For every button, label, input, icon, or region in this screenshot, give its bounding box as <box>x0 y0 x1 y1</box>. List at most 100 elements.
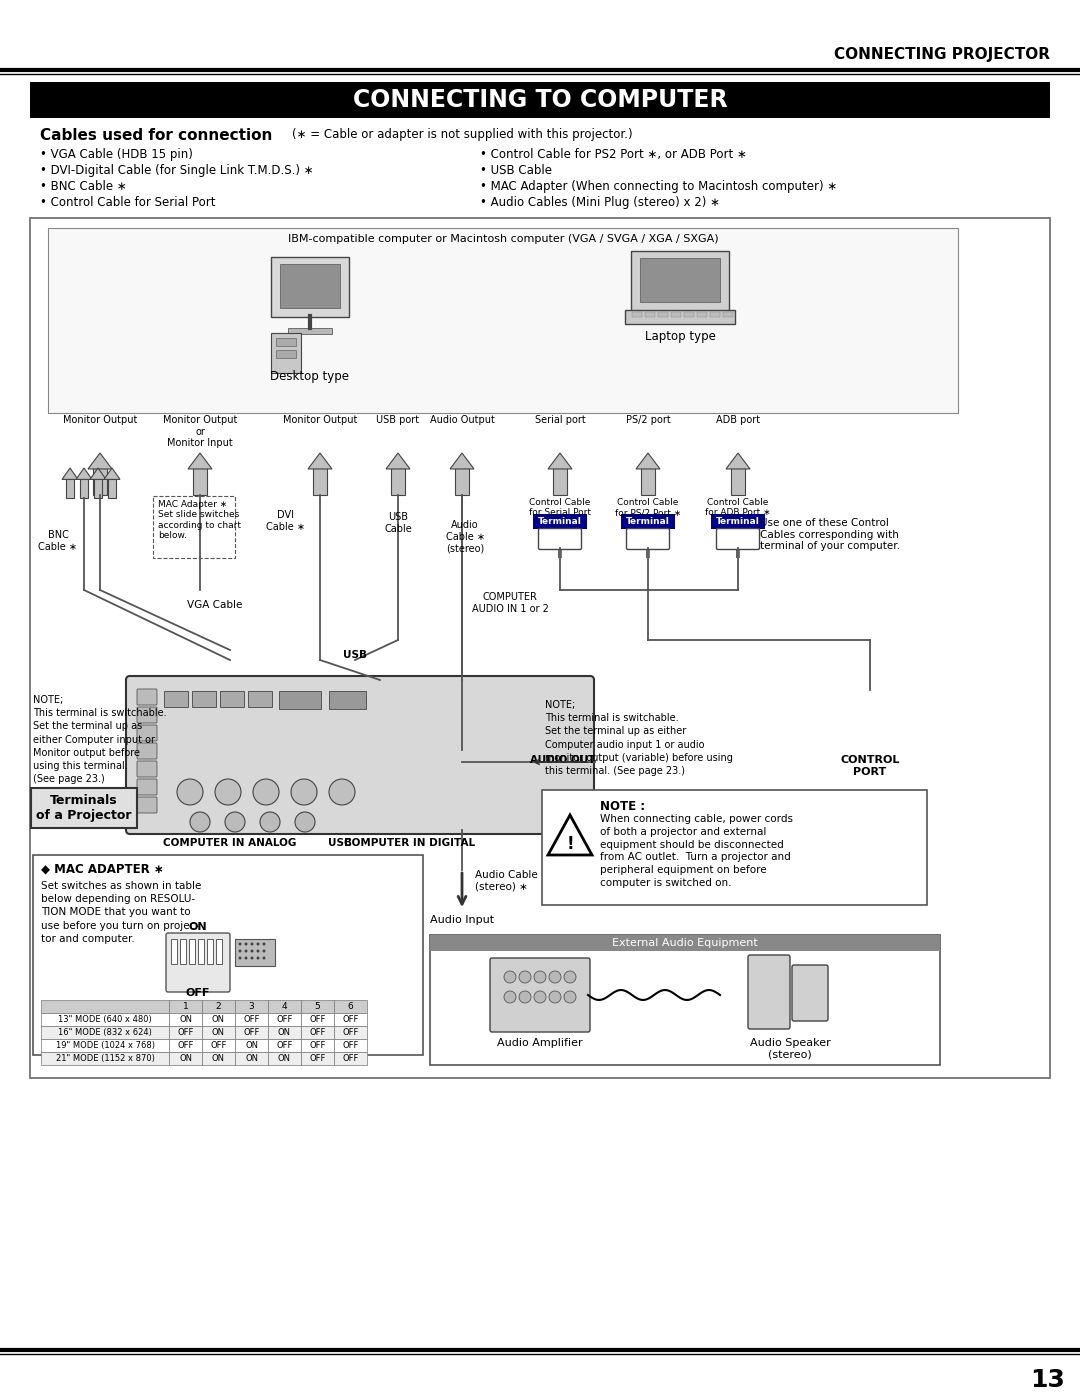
Circle shape <box>262 943 266 946</box>
Text: 13" MODE (640 x 480): 13" MODE (640 x 480) <box>58 1016 152 1024</box>
FancyBboxPatch shape <box>631 251 729 312</box>
Text: VGA Cable: VGA Cable <box>187 599 243 610</box>
FancyBboxPatch shape <box>137 743 157 759</box>
Text: OFF: OFF <box>276 1016 293 1024</box>
FancyBboxPatch shape <box>207 939 213 964</box>
FancyBboxPatch shape <box>671 312 681 317</box>
Text: ADB port: ADB port <box>716 415 760 425</box>
Text: 4: 4 <box>282 1002 287 1011</box>
Text: Terminal: Terminal <box>538 517 582 527</box>
Text: OFF: OFF <box>309 1016 326 1024</box>
FancyBboxPatch shape <box>276 338 296 346</box>
FancyBboxPatch shape <box>642 468 654 495</box>
FancyBboxPatch shape <box>202 1039 235 1052</box>
FancyBboxPatch shape <box>137 707 157 724</box>
FancyBboxPatch shape <box>235 1013 268 1025</box>
Text: Use one of these Control
Cables corresponding with
terminal of your computer.: Use one of these Control Cables correspo… <box>760 518 900 552</box>
Text: OFF: OFF <box>342 1041 359 1051</box>
FancyBboxPatch shape <box>456 468 469 495</box>
Circle shape <box>260 812 280 833</box>
Text: MAC Adapter ∗
Set slide switches
according to chart
below.: MAC Adapter ∗ Set slide switches accordi… <box>158 500 241 541</box>
Text: • Audio Cables (Mini Plug (stereo) x 2) ∗: • Audio Cables (Mini Plug (stereo) x 2) … <box>480 196 720 210</box>
FancyBboxPatch shape <box>168 1052 202 1065</box>
Text: OFF: OFF <box>186 988 211 997</box>
Text: • VGA Cable (HDB 15 pin): • VGA Cable (HDB 15 pin) <box>40 148 193 161</box>
FancyBboxPatch shape <box>268 1000 301 1013</box>
FancyBboxPatch shape <box>553 468 567 495</box>
Text: 13: 13 <box>1030 1368 1066 1391</box>
FancyBboxPatch shape <box>220 692 244 707</box>
Text: Serial port: Serial port <box>535 415 585 425</box>
FancyBboxPatch shape <box>48 228 958 414</box>
FancyBboxPatch shape <box>329 692 366 710</box>
FancyBboxPatch shape <box>30 82 1050 117</box>
Circle shape <box>519 990 531 1003</box>
FancyBboxPatch shape <box>41 1052 168 1065</box>
FancyBboxPatch shape <box>301 1052 334 1065</box>
FancyBboxPatch shape <box>748 956 789 1030</box>
Text: (∗ = Cable or adapter is not supplied with this projector.): (∗ = Cable or adapter is not supplied wi… <box>292 129 633 141</box>
Text: ON: ON <box>189 922 207 932</box>
Text: Audio Speaker
(stereo): Audio Speaker (stereo) <box>750 1038 831 1059</box>
FancyBboxPatch shape <box>235 1000 268 1013</box>
FancyBboxPatch shape <box>711 514 765 529</box>
Text: ON: ON <box>212 1053 225 1063</box>
Text: OFF: OFF <box>243 1028 259 1037</box>
FancyBboxPatch shape <box>192 692 216 707</box>
FancyBboxPatch shape <box>93 468 107 495</box>
FancyBboxPatch shape <box>279 692 321 710</box>
Text: USB port: USB port <box>377 415 419 425</box>
Text: Control Cable
for PS/2 Port ∗: Control Cable for PS/2 Port ∗ <box>615 497 681 517</box>
Text: When connecting cable, power cords
of both a projector and external
equipment sh: When connecting cable, power cords of bo… <box>600 814 793 888</box>
FancyBboxPatch shape <box>288 328 332 334</box>
Text: OFF: OFF <box>177 1028 193 1037</box>
FancyBboxPatch shape <box>198 939 204 964</box>
Text: Cables used for connection: Cables used for connection <box>40 129 272 142</box>
Text: Terminal: Terminal <box>716 517 760 527</box>
Polygon shape <box>87 453 112 469</box>
Text: ON: ON <box>245 1041 258 1051</box>
Text: • DVI-Digital Cable (for Single Link T.M.D.S.) ∗: • DVI-Digital Cable (for Single Link T.M… <box>40 163 313 177</box>
FancyBboxPatch shape <box>164 692 188 707</box>
Text: Audio
Cable ∗
(stereo): Audio Cable ∗ (stereo) <box>446 520 485 553</box>
FancyBboxPatch shape <box>430 935 940 951</box>
Circle shape <box>257 950 259 953</box>
Circle shape <box>329 780 355 805</box>
Text: Audio Amplifier: Audio Amplifier <box>497 1038 583 1048</box>
FancyBboxPatch shape <box>80 479 89 497</box>
Circle shape <box>244 950 247 953</box>
FancyBboxPatch shape <box>731 468 744 495</box>
Polygon shape <box>386 453 410 469</box>
Text: ON: ON <box>278 1028 291 1037</box>
Text: • USB Cable: • USB Cable <box>480 163 552 177</box>
FancyBboxPatch shape <box>235 1039 268 1052</box>
Text: 19" MODE (1024 x 768): 19" MODE (1024 x 768) <box>55 1041 154 1051</box>
Circle shape <box>564 971 576 983</box>
Text: CONTROL
PORT: CONTROL PORT <box>840 754 900 777</box>
Text: 21" MODE (1152 x 870): 21" MODE (1152 x 870) <box>55 1053 154 1063</box>
FancyBboxPatch shape <box>658 312 669 317</box>
FancyBboxPatch shape <box>66 479 75 497</box>
FancyBboxPatch shape <box>137 689 157 705</box>
Circle shape <box>549 971 561 983</box>
FancyBboxPatch shape <box>430 935 940 1065</box>
Text: ON: ON <box>278 1053 291 1063</box>
Circle shape <box>251 957 254 960</box>
FancyBboxPatch shape <box>202 1013 235 1025</box>
FancyBboxPatch shape <box>697 312 707 317</box>
FancyBboxPatch shape <box>621 514 675 529</box>
FancyBboxPatch shape <box>168 1013 202 1025</box>
FancyBboxPatch shape <box>625 310 735 324</box>
Text: USB
Cable: USB Cable <box>384 511 411 534</box>
Text: External Audio Equipment: External Audio Equipment <box>612 937 758 949</box>
FancyBboxPatch shape <box>268 1039 301 1052</box>
Circle shape <box>262 957 266 960</box>
Circle shape <box>564 990 576 1003</box>
FancyBboxPatch shape <box>490 958 590 1032</box>
Text: 5: 5 <box>314 1002 321 1011</box>
Text: OFF: OFF <box>342 1028 359 1037</box>
Text: Desktop type: Desktop type <box>270 370 350 383</box>
Text: • MAC Adapter (When connecting to Macintosh computer) ∗: • MAC Adapter (When connecting to Macint… <box>480 180 837 193</box>
FancyBboxPatch shape <box>334 1052 367 1065</box>
Text: !: ! <box>566 835 573 854</box>
